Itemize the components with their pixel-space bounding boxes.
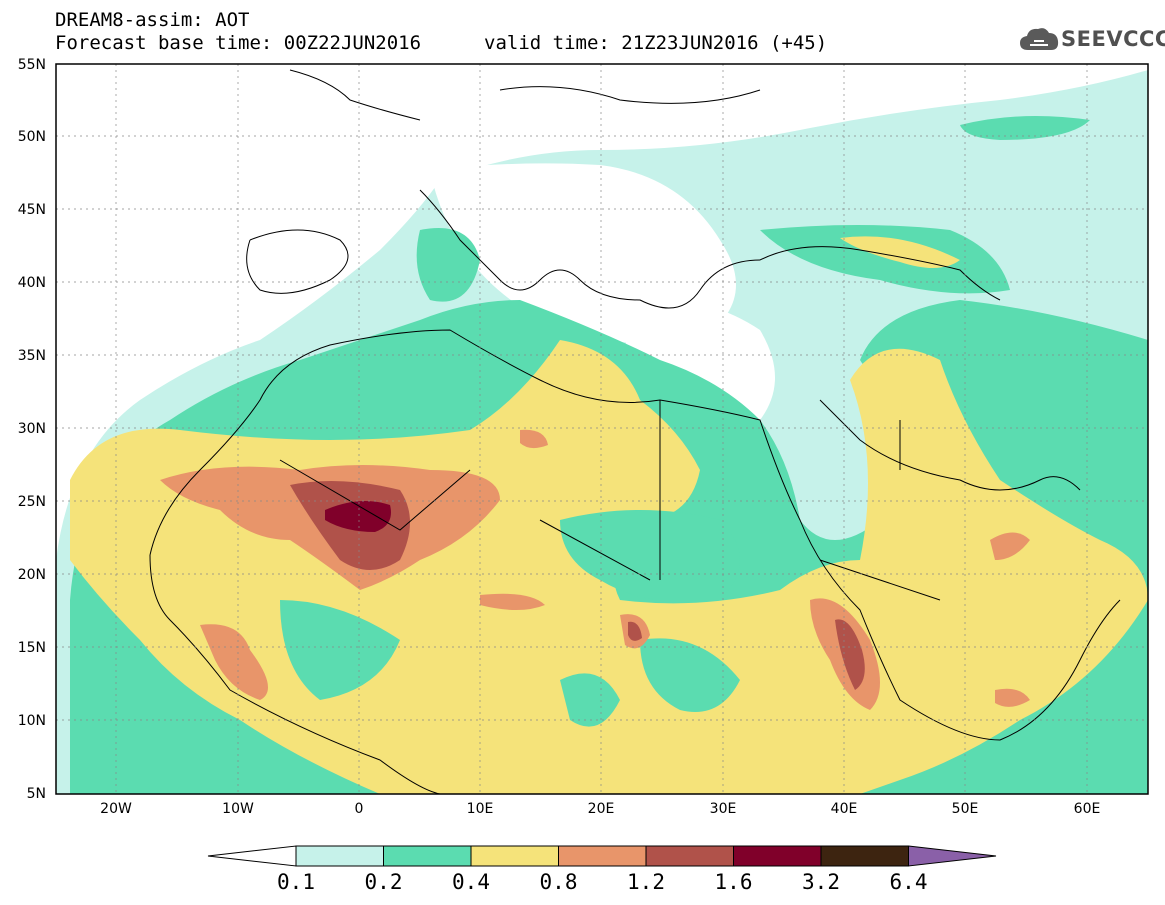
- colorbar-label-0.8: 0.8: [539, 870, 578, 894]
- colorbar-bin-2: [383, 845, 472, 867]
- lat-label-25n: 25N: [18, 494, 46, 510]
- lat-label-55n: 55N: [18, 57, 46, 73]
- colorbar-lower-arrow: [207, 845, 297, 867]
- colorbar-bin-5: [645, 845, 734, 867]
- colorbar-label-3.2: 3.2: [802, 870, 840, 894]
- cloud-icon: [1020, 28, 1059, 50]
- valid-time: valid time: 21Z23JUN2016 (+45): [484, 32, 828, 54]
- longitude-labels: 20W 10W 0 10E 20E 30E 40E 50E 60E: [100, 801, 1100, 817]
- lon-label-0: 0: [355, 801, 364, 817]
- colorbar-upper-arrow: [908, 845, 997, 867]
- latitude-labels: 55N 50N 45N 40N 35N 30N 25N 20N 15N 10N …: [18, 57, 46, 802]
- lat-label-15n: 15N: [18, 640, 46, 656]
- lon-label-20w: 20W: [100, 801, 132, 817]
- lat-label-10n: 10N: [18, 713, 46, 729]
- lat-label-30n: 30N: [18, 421, 46, 437]
- lon-label-10e: 10E: [467, 801, 494, 817]
- colorbar-bin-6: [733, 845, 822, 867]
- colorbar-label-1.6: 1.6: [714, 870, 753, 894]
- lat-label-40n: 40N: [18, 275, 46, 291]
- colorbar-label-6.4: 6.4: [889, 870, 928, 894]
- plot-frame: [55, 63, 1149, 795]
- lon-label-10w: 10W: [222, 801, 254, 817]
- colorbar-bin-4: [558, 845, 647, 867]
- lon-label-20e: 20E: [588, 801, 615, 817]
- colorbar-bin-3: [470, 845, 559, 867]
- colorbar-bin-1: [295, 845, 384, 867]
- colorbar-bin-7: [820, 845, 909, 867]
- lat-label-45n: 45N: [18, 202, 46, 218]
- colorbar: [207, 845, 997, 867]
- colorbar-label-0.2: 0.2: [364, 870, 403, 894]
- colorbar-label-1.2: 1.2: [627, 870, 665, 894]
- lat-label-35n: 35N: [18, 348, 46, 364]
- lon-label-50e: 50E: [952, 801, 979, 817]
- lon-label-40e: 40E: [831, 801, 858, 817]
- logo-text: SEEVCCC: [1061, 27, 1165, 51]
- lat-label-50n: 50N: [18, 129, 46, 145]
- colorbar-label-0.4: 0.4: [452, 870, 490, 894]
- forecast-base-time: Forecast base time: 00Z22JUN2016: [55, 32, 422, 54]
- lat-label-5n: 5N: [27, 786, 46, 802]
- lat-label-20n: 20N: [18, 567, 46, 583]
- colorbar-label-0.1: 0.1: [277, 870, 315, 894]
- map-title: DREAM8-assim: AOT: [55, 9, 250, 31]
- lon-label-30e: 30E: [710, 801, 737, 817]
- aot-contours: [56, 64, 1148, 794]
- coastlines: [149, 69, 1121, 795]
- graticule: [56, 64, 1148, 794]
- lon-label-60e: 60E: [1074, 801, 1101, 817]
